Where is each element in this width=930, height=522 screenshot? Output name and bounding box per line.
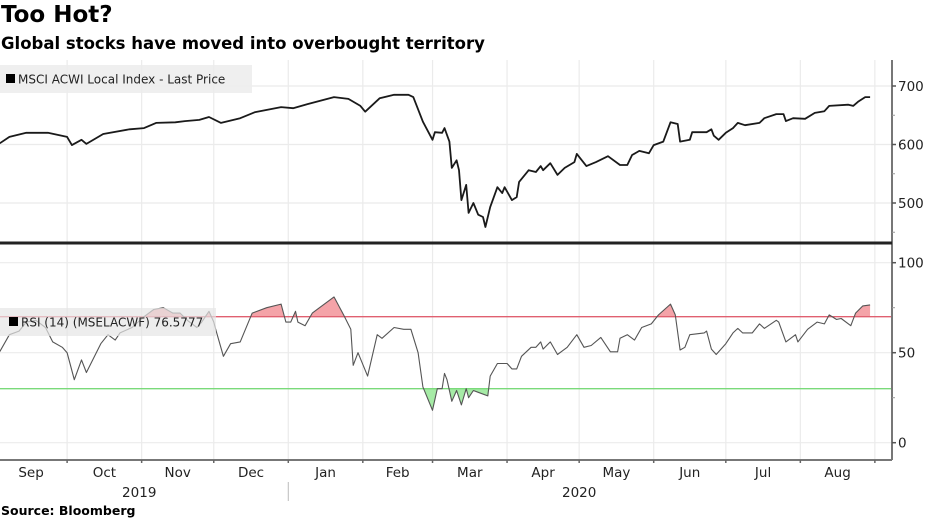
- rsi-legend-swatch: [9, 317, 18, 326]
- oversold-area: [0, 388, 871, 411]
- chart-subtitle: Global stocks have moved into overbought…: [1, 34, 485, 53]
- chart-title: Too Hot?: [1, 2, 113, 28]
- rsi-legend: RSI (14) (MSELACWF) 76.5777: [0, 308, 216, 336]
- series-lines: [0, 93, 892, 411]
- x-tick-label-month: Aug: [824, 465, 850, 481]
- rsi-y-tick-label: 100: [898, 256, 924, 272]
- x-tick-label-month: Nov: [165, 465, 191, 481]
- x-tick-label-month: Jul: [754, 465, 771, 481]
- gridlines: [0, 60, 892, 460]
- rsi-y-tick-label: 50: [898, 346, 915, 362]
- price-y-tick-label: 600: [898, 138, 924, 154]
- x-tick-label-month: Apr: [531, 465, 555, 481]
- price-legend-swatch: [6, 74, 15, 83]
- x-tick-label-month: Feb: [386, 465, 410, 481]
- x-tick-label-month: Sep: [18, 465, 43, 481]
- price-legend: MSCI ACWI Local Index - Last Price: [0, 65, 252, 93]
- x-tick-label-month: May: [602, 465, 630, 481]
- source-note: Source: Bloomberg: [1, 503, 136, 518]
- x-tick-label-month: Dec: [238, 465, 264, 481]
- price-legend-label: MSCI ACWI Local Index - Last Price: [18, 73, 225, 87]
- x-tick-label-year: 2020: [562, 485, 596, 501]
- x-tick-label-year: 2019: [122, 485, 156, 501]
- x-tick-label-month: Oct: [93, 465, 116, 481]
- overbought-area: [144, 296, 871, 317]
- rsi-legend-label: RSI (14) (MSELACWF) 76.5777: [21, 316, 203, 330]
- axes: 500 600 700 0 50 100 Sep Oct Nov Dec Jan Feb Mar Apr M…: [0, 60, 924, 501]
- rsi-zone-fills: [0, 296, 871, 411]
- price-series-line: [0, 93, 871, 228]
- price-y-tick-label: 500: [898, 196, 924, 212]
- x-tick-label-month: Jan: [314, 465, 336, 481]
- x-tick-label-month: Mar: [457, 465, 483, 481]
- x-tick-label-month: Jun: [678, 465, 700, 481]
- rsi-y-tick-label: 0: [898, 436, 907, 452]
- price-y-tick-label: 700: [898, 79, 924, 95]
